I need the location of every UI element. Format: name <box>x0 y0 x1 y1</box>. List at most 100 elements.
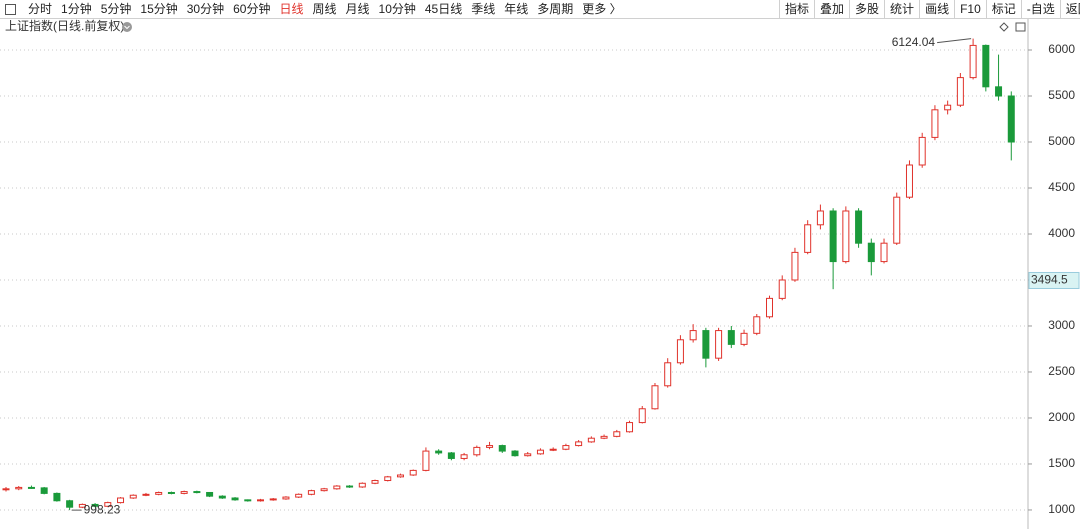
period-tab[interactable]: 10分钟 <box>378 2 416 16</box>
period-tab[interactable]: 月线 <box>345 2 370 16</box>
tool-button[interactable]: 叠加 <box>814 0 849 18</box>
candle-body <box>613 431 621 437</box>
candle-body <box>816 210 824 226</box>
y-tick-label: 1000 <box>1048 502 1075 516</box>
period-tab[interactable]: 15分钟 <box>140 2 178 16</box>
period-tab[interactable]: 更多 〉 <box>582 2 622 16</box>
candle-body <box>626 422 634 433</box>
candle-body <box>53 492 61 502</box>
candle-body <box>982 44 990 88</box>
y-tick-label: 4000 <box>1048 226 1075 240</box>
y-tick-label: 5500 <box>1048 88 1075 102</box>
candle-body <box>944 104 952 111</box>
y-tick-label: 2500 <box>1048 364 1075 378</box>
tool-button[interactable]: -自选 <box>1020 0 1060 18</box>
candle-body <box>371 480 379 484</box>
candle-body <box>231 497 239 501</box>
y-tick-label: 4500 <box>1048 180 1075 194</box>
chart-title: 上证指数(日线.前复权) <box>5 18 124 33</box>
period-tab[interactable]: 日线 <box>279 2 304 16</box>
period-tab[interactable]: 30分钟 <box>186 2 225 16</box>
candle-body <box>651 385 659 410</box>
period-tab[interactable]: 多周期 <box>537 2 574 16</box>
candle-body <box>167 491 175 494</box>
tool-button[interactable]: 指标 <box>779 0 814 18</box>
candle-body <box>587 437 595 443</box>
candle-body <box>766 297 773 318</box>
candle-body <box>956 77 964 106</box>
candle-body <box>689 330 697 341</box>
candle-body <box>15 486 23 490</box>
candle-body <box>422 450 430 471</box>
menu-icon[interactable] <box>5 4 16 15</box>
candle-body <box>715 330 723 359</box>
candle-body <box>2 488 10 491</box>
candle-body <box>753 316 761 334</box>
tool-button[interactable]: F10 <box>954 0 986 18</box>
candle-body <box>117 497 125 504</box>
candle-body <box>842 210 850 263</box>
candle-body <box>396 474 404 478</box>
candle-body <box>880 242 888 263</box>
candle-body <box>40 487 48 494</box>
candle-body <box>269 498 277 501</box>
period-tab[interactable]: 分时 <box>28 2 53 16</box>
candle-body <box>206 491 214 497</box>
annotation-arrow <box>937 38 972 44</box>
candle-body <box>193 491 201 494</box>
candle-body <box>27 486 35 489</box>
tool-button[interactable]: 画线 <box>919 0 954 18</box>
candle-body <box>727 330 735 345</box>
period-tab[interactable]: 年线 <box>504 2 529 16</box>
candle-body <box>562 445 570 450</box>
candle-body <box>740 332 748 345</box>
tool-button[interactable]: 统计 <box>884 0 919 18</box>
window-icon[interactable] <box>1015 22 1026 32</box>
candle-body <box>575 441 583 447</box>
candle-body <box>511 450 519 457</box>
y-tick-label: 2000 <box>1048 410 1075 424</box>
candle-body <box>78 503 86 508</box>
tool-button[interactable]: 标记 <box>985 0 1021 18</box>
candle-body <box>664 362 672 387</box>
period-tab[interactable]: 周线 <box>312 2 337 16</box>
candle-body <box>855 210 863 244</box>
candle-body <box>918 136 926 166</box>
candle-body <box>333 485 341 490</box>
candle-body <box>409 469 417 476</box>
candle-body <box>1007 95 1015 143</box>
diamond-icon[interactable] <box>999 22 1009 32</box>
candle-body <box>384 476 392 482</box>
period-tab[interactable]: 1分钟 <box>61 2 92 16</box>
y-tick-label: 5000 <box>1048 134 1075 148</box>
y-tick-label: 1500 <box>1048 456 1075 470</box>
candle-body <box>498 445 506 452</box>
candle-body <box>524 453 532 457</box>
period-tab[interactable]: 45日线 <box>424 2 463 16</box>
period-tabs: 分时 1分钟 5分钟 15分钟 30分钟 60分钟 日线 周线 月线 10分钟 45日线 季线 年线 多周… <box>0 0 627 18</box>
period-tab[interactable]: 季线 <box>471 2 496 16</box>
candle-body <box>358 482 366 488</box>
period-tab[interactable]: 60分钟 <box>233 2 271 16</box>
candle-body <box>244 499 252 502</box>
candle-body <box>473 446 481 456</box>
tool-button[interactable]: 多股 <box>849 0 884 18</box>
last-price-label: 3494.5 <box>1031 273 1068 287</box>
period-tab[interactable]: 5分钟 <box>100 2 132 16</box>
candle-body <box>867 242 875 263</box>
candle-body <box>129 494 137 499</box>
candle-body <box>778 279 786 299</box>
toolbar: 分时 1分钟 5分钟 15分钟 30分钟 60分钟 日线 周线 月线 10分钟 45日线 季线 年线 多周… <box>0 0 1080 19</box>
tool-button[interactable]: 返回 <box>1059 0 1080 18</box>
candle-body <box>549 448 557 451</box>
candle-body <box>804 224 812 253</box>
candle-body <box>486 445 494 448</box>
candle-body <box>791 251 799 281</box>
candle-body <box>460 454 468 459</box>
candle-body <box>346 485 354 488</box>
title-dropdown-icon[interactable] <box>122 22 132 32</box>
candle-body <box>66 500 74 508</box>
candle-body <box>218 495 226 499</box>
